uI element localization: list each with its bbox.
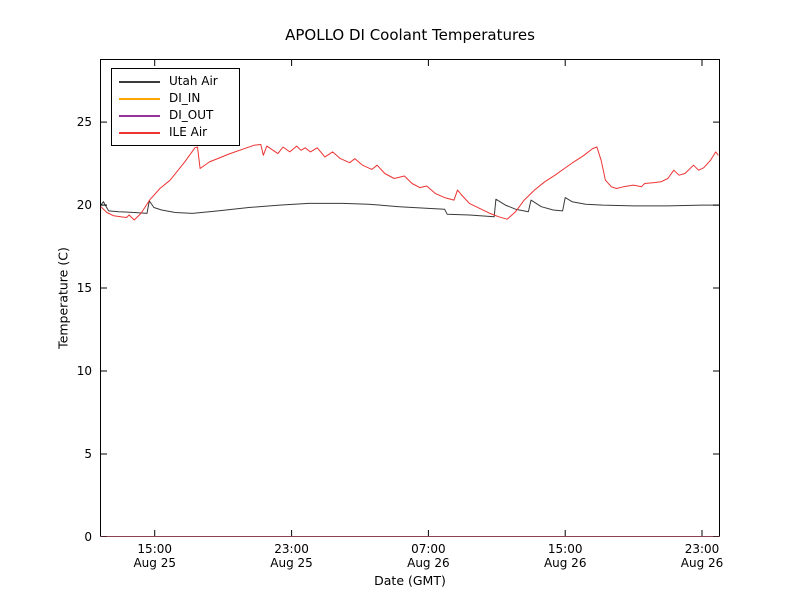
legend-label: ILE Air <box>169 125 208 139</box>
y-tick-label: 5 <box>84 447 92 461</box>
x-axis-label: Date (GMT) <box>374 573 446 588</box>
x-tick-time: 23:00 <box>274 542 309 556</box>
legend-label: DI_IN <box>169 91 201 105</box>
x-tick-date: Aug 26 <box>543 556 587 570</box>
x-tick-label: 15:00 Aug 26 <box>523 542 607 570</box>
legend-line-swatch <box>119 97 160 100</box>
x-tick-date: Aug 26 <box>680 556 724 570</box>
x-tick-label: 15:00 Aug 25 <box>113 542 197 570</box>
x-tick-time: 15:00 <box>137 542 173 556</box>
y-tick-label: 25 <box>76 115 92 130</box>
x-tick-label: 23:00 Aug 25 <box>250 542 334 570</box>
x-tick-date: Aug 26 <box>407 556 450 570</box>
y-tick-label: 20 <box>76 198 92 213</box>
legend: Utah Air DI_IN DI_OUT ILE Air <box>111 68 240 146</box>
plot-area <box>100 59 720 537</box>
y-tick-label: 0 <box>84 530 92 544</box>
legend-entry-di-in: DI_IN <box>119 90 233 107</box>
x-tick-time: 07:00 <box>411 542 446 556</box>
y-axis-label: Temperature (C) <box>55 247 71 349</box>
x-tick-label: 07:00 Aug 26 <box>386 542 470 570</box>
legend-line-swatch <box>119 114 160 117</box>
x-tick-date: Aug 25 <box>133 556 176 570</box>
legend-entry-utah-air: Utah Air <box>119 73 233 90</box>
y-tick-label: 15 <box>76 281 92 296</box>
y-tick-label: 10 <box>76 364 92 379</box>
legend-label: Utah Air <box>169 74 218 88</box>
x-tick-date: Aug 25 <box>270 556 313 570</box>
chart-title: APOLLO DI Coolant Temperatures <box>285 26 535 44</box>
series-line-utah-air <box>100 197 719 218</box>
legend-line-swatch <box>119 80 160 83</box>
legend-line-swatch <box>119 131 160 134</box>
legend-entry-ile-air: ILE Air <box>119 124 233 141</box>
x-tick-label: 23:00 Aug 26 <box>660 542 744 570</box>
series-line-ile-air <box>100 144 719 221</box>
legend-label: DI_OUT <box>169 108 214 122</box>
legend-entry-di-out: DI_OUT <box>119 107 233 124</box>
x-tick-time: 15:00 <box>547 542 583 556</box>
x-tick-time: 23:00 <box>684 542 720 556</box>
